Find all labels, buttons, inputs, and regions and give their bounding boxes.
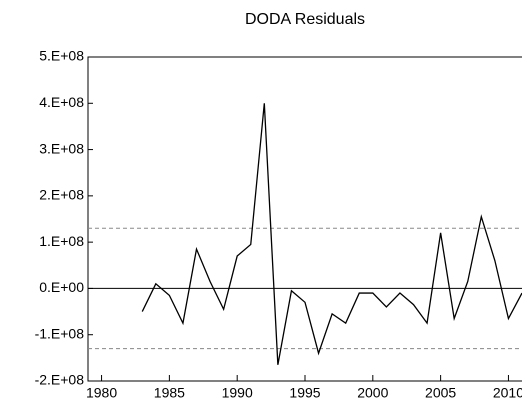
chart-title: DODA Residuals xyxy=(245,11,365,28)
x-tick-label: 2000 xyxy=(357,385,388,401)
y-tick-label: -1.E+08 xyxy=(35,325,85,341)
series-line xyxy=(141,103,522,365)
plot-frame xyxy=(87,56,522,382)
y-tick-label: 5.E+08 xyxy=(39,48,84,64)
x-tick-label: 1985 xyxy=(154,385,185,401)
y-tick-label: 3.E+08 xyxy=(39,140,84,156)
x-tick-label: 2010 xyxy=(493,385,522,401)
y-tick-label: -2.E+08 xyxy=(35,372,85,388)
y-tick-label: 2.E+08 xyxy=(39,187,84,203)
y-tick-label: 1.E+08 xyxy=(39,233,84,249)
x-tick-label: 1995 xyxy=(289,385,320,401)
y-tick-label: 4.E+08 xyxy=(39,94,84,110)
y-tick-label: 0.E+00 xyxy=(39,279,84,295)
x-tick-label: 2005 xyxy=(425,385,456,401)
x-tick-label: 1990 xyxy=(222,385,253,401)
x-tick-label: 1980 xyxy=(86,385,117,401)
